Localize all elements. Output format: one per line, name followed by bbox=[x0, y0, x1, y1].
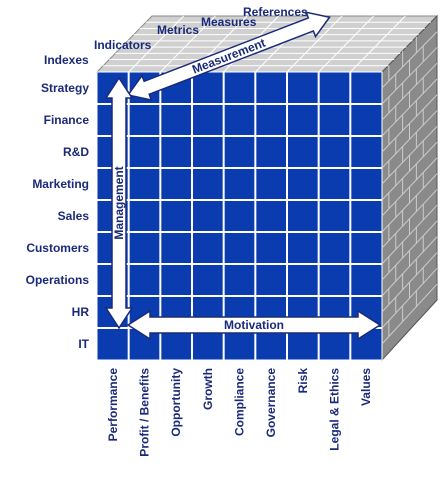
indicators-label: Indicators bbox=[94, 38, 152, 52]
column-label: Legal & Ethics bbox=[328, 368, 342, 451]
top-line bbox=[159, 15, 216, 73]
row-label: Sales bbox=[58, 209, 90, 223]
row-label: R&D bbox=[63, 145, 89, 159]
column-label: Opportunity bbox=[169, 368, 183, 437]
motivation-label: Motivation bbox=[224, 318, 284, 332]
cube-front bbox=[96, 71, 383, 361]
column-label: Risk bbox=[296, 368, 310, 394]
column-label: Performance bbox=[106, 368, 120, 442]
measures-label: Measures bbox=[201, 15, 257, 29]
management-arrow: Management bbox=[104, 76, 134, 330]
column-label: Compliance bbox=[233, 368, 247, 436]
indexes-label: Indexes bbox=[44, 53, 89, 67]
row-label: Operations bbox=[26, 273, 90, 287]
row-label: Customers bbox=[26, 241, 89, 255]
top-line bbox=[318, 15, 375, 73]
column-label: Profit / Benefits bbox=[138, 368, 152, 457]
references-label: References bbox=[243, 5, 308, 19]
column-label: Governance bbox=[264, 368, 278, 438]
management-label: Management bbox=[112, 166, 126, 239]
row-label: Marketing bbox=[32, 177, 89, 191]
metrics-label: Metrics bbox=[157, 23, 199, 37]
row-label: Strategy bbox=[41, 81, 89, 95]
row-label: IT bbox=[78, 337, 89, 351]
motivation-arrow: Motivation bbox=[126, 309, 382, 341]
top-line bbox=[286, 15, 343, 73]
top-line bbox=[128, 15, 185, 73]
top-line bbox=[349, 15, 406, 73]
column-label: Growth bbox=[201, 368, 215, 410]
side-line bbox=[381, 283, 438, 345]
row-label: HR bbox=[72, 305, 90, 319]
column-label: Values bbox=[359, 368, 373, 406]
row-label: Finance bbox=[44, 113, 90, 127]
